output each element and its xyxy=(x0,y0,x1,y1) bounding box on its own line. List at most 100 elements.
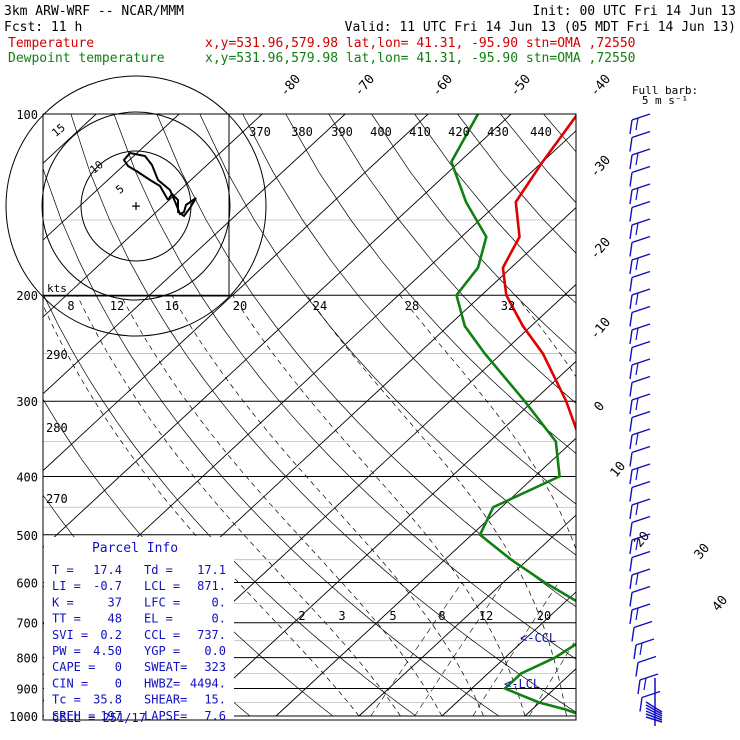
parcel-value: 323 xyxy=(204,660,226,674)
wind-barb-flag xyxy=(635,607,639,621)
plot-frame xyxy=(42,113,577,721)
parcel-value: -0.7 xyxy=(93,579,122,593)
isotherm-label: -20 xyxy=(588,235,615,263)
isotherm-line xyxy=(358,514,576,717)
wind-barb-flag xyxy=(629,522,633,537)
temperature-legend: Temperature xyxy=(8,36,94,51)
parcel-value: 35.8 xyxy=(93,693,122,707)
hodo-speed-unit: kts xyxy=(47,282,67,295)
hodo-speed-label: 28 xyxy=(405,299,419,313)
isotherm-line xyxy=(691,114,740,716)
isotherm-label: -30 xyxy=(588,153,615,181)
wind-barb-shaft xyxy=(631,323,651,331)
parcel-key: CCL = xyxy=(144,628,180,642)
pressure-tick-label: 1000 xyxy=(9,710,38,724)
wind-barb-shaft xyxy=(639,673,659,681)
wind-barb-flag xyxy=(635,397,639,411)
wind-barb-shaft xyxy=(635,638,655,646)
wind-barb-shaft xyxy=(631,375,651,384)
mixing-ratio-label: 3 xyxy=(338,609,345,623)
parcel-key: K = xyxy=(52,595,74,609)
parcel-value: 0 xyxy=(115,660,122,674)
hodograph-ring-middle xyxy=(41,111,231,301)
isotherm-line xyxy=(43,114,263,318)
parcel-value: 197 xyxy=(100,709,122,723)
dry-adiabat xyxy=(285,114,576,454)
parcel-key: CIN = xyxy=(52,676,88,690)
wind-barb-flag xyxy=(629,399,633,415)
dry-adiabat xyxy=(43,166,500,717)
wind-barb-flag xyxy=(629,294,633,310)
moist-adiabat xyxy=(733,295,740,716)
pressure-tick-label: 800 xyxy=(16,652,38,666)
wind-barb-flag xyxy=(629,172,633,187)
parcel-value: 15. xyxy=(204,693,226,707)
isotherm-line xyxy=(441,591,576,717)
isotherm-label: -70 xyxy=(352,72,379,100)
wind-barb-flag xyxy=(629,574,633,590)
wind-barb-flag xyxy=(635,257,639,271)
wind-barb-shaft xyxy=(631,235,651,244)
hodograph-ring-outer xyxy=(5,75,267,337)
wind-barb-shaft xyxy=(645,707,663,717)
barb-legend-title: Full barb: xyxy=(632,84,698,97)
wind-barb-flag xyxy=(629,592,633,607)
isotherm-label: -80 xyxy=(278,72,305,100)
wind-barb-flag xyxy=(629,189,633,205)
parcel-info-title: Parcel Info xyxy=(92,541,178,556)
wind-barbs xyxy=(629,113,663,726)
wind-barb-flag xyxy=(629,347,633,362)
wind-barb-flag xyxy=(629,259,633,275)
isotherm-label: -10 xyxy=(588,315,615,343)
parcel-value: 0. xyxy=(212,595,226,609)
parcel-key: T = xyxy=(52,563,74,577)
parcel-value: 17.1 xyxy=(197,563,226,577)
parcel-key: LFC = xyxy=(144,595,180,609)
mixing-ratio-label: 8 xyxy=(438,609,445,623)
wind-barb-shaft xyxy=(631,410,651,419)
moist-adiabat xyxy=(43,304,360,717)
wind-barb-shaft xyxy=(631,165,651,174)
parcel-key: YGP = xyxy=(144,644,180,658)
hodo-speed-label: 32 xyxy=(501,299,515,313)
moist-adiabat xyxy=(232,295,526,717)
wind-barb-flag xyxy=(629,119,633,135)
hodo-speed-label: 12 xyxy=(110,299,124,313)
wind-barb-flag xyxy=(629,329,633,345)
wind-barb-flag xyxy=(629,277,633,292)
moist-adiabat xyxy=(171,295,484,717)
wind-barb-flag xyxy=(635,327,639,341)
init-time: Init: 00 UTC Fri 14 Jun 13 xyxy=(533,4,737,19)
dry-adiabat xyxy=(242,114,576,505)
hodo-speed-label: 16 xyxy=(165,299,179,313)
moist-adiabat xyxy=(648,295,704,716)
hodo-ring-label: 10 xyxy=(87,158,106,176)
pressure-tick-label: 500 xyxy=(16,529,38,543)
wind-barb-flag xyxy=(629,137,633,152)
parcel-value: 0.2 xyxy=(100,628,122,642)
hodo-speed-label: 20 xyxy=(233,299,247,313)
wind-barb-flag xyxy=(629,539,633,555)
forecast-hour: Fcst: 11 h xyxy=(4,20,82,35)
dry-adiabat xyxy=(672,114,740,716)
isotherm-line xyxy=(192,360,576,717)
mixing-ratio-label: 2 xyxy=(298,609,305,623)
wind-barb-shaft xyxy=(631,480,651,489)
theta-e-label: 370 xyxy=(249,125,271,139)
wind-barb-shaft xyxy=(631,183,651,191)
wind-barb-shaft xyxy=(645,701,663,713)
hodograph: + 15 10 5 kts xyxy=(5,75,267,337)
wind-barb-flag xyxy=(629,224,633,240)
parcel-key: PW = xyxy=(52,644,81,658)
isotherm-label: -40 xyxy=(588,72,615,100)
theta-e-label: 390 xyxy=(331,125,353,139)
parcel-value: 17.4 xyxy=(93,563,122,577)
wind-barb-flag xyxy=(635,537,639,551)
parcel-value: 0.0 xyxy=(204,644,226,658)
theta-label: 280 xyxy=(46,421,68,435)
model-title: 3km ARW-WRF -- NCAR/MMM xyxy=(4,4,184,19)
lcl-marker: <-LCL xyxy=(504,677,540,691)
parcel-value: 0. xyxy=(212,612,226,626)
wind-barb-flag xyxy=(635,222,639,236)
